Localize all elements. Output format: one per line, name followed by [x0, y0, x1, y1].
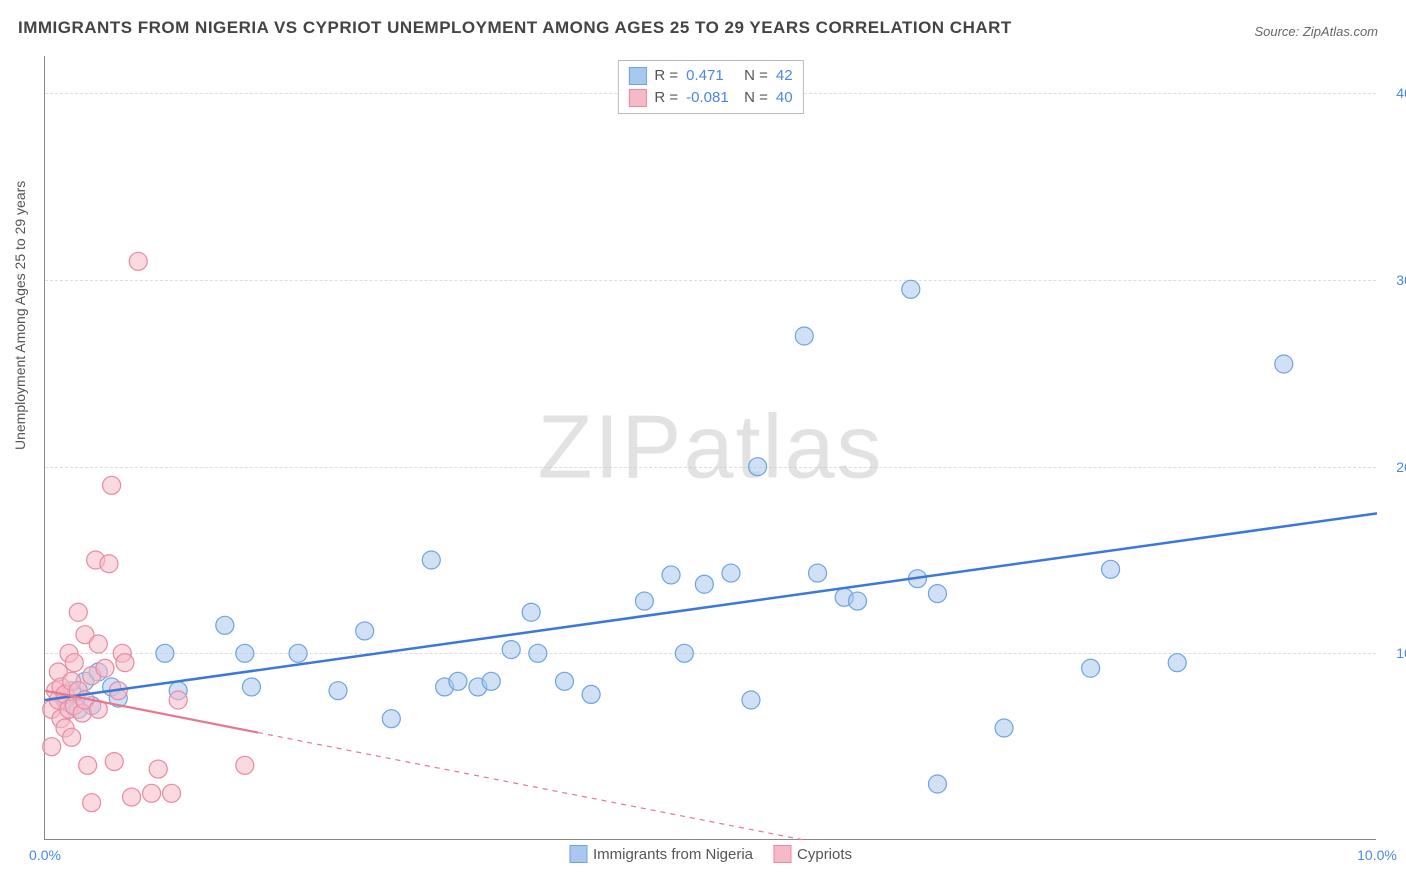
- trend-line-dashed: [258, 733, 804, 840]
- scatter-point: [83, 794, 101, 812]
- scatter-point: [1275, 355, 1293, 373]
- scatter-point: [69, 603, 87, 621]
- legend-swatch-series1: [628, 67, 646, 85]
- scatter-point: [356, 622, 374, 640]
- scatter-point: [89, 635, 107, 653]
- source-attribution: Source: ZipAtlas.com: [1254, 24, 1378, 39]
- y-tick-label: 30.0%: [1384, 272, 1406, 288]
- scatter-point: [289, 644, 307, 662]
- scatter-plot-svg: [45, 56, 1376, 839]
- legend-label-series1: Immigrants from Nigeria: [593, 846, 753, 863]
- scatter-point: [236, 644, 254, 662]
- scatter-point: [662, 566, 680, 584]
- scatter-point: [216, 616, 234, 634]
- scatter-point: [103, 476, 121, 494]
- legend-label-series2: Cypriots: [797, 846, 852, 863]
- n-value-series1: 42: [776, 65, 793, 87]
- r-value-series2: -0.081: [686, 87, 736, 109]
- legend-swatch-bottom-2: [773, 845, 791, 863]
- scatter-point: [749, 458, 767, 476]
- scatter-point: [156, 644, 174, 662]
- scatter-point: [100, 555, 118, 573]
- legend-item-series2: Cypriots: [773, 845, 852, 863]
- scatter-point: [129, 252, 147, 270]
- scatter-point: [582, 685, 600, 703]
- scatter-point: [635, 592, 653, 610]
- chart-plot-area: 10.0%20.0%30.0%40.0% ZIPatlas R = 0.471 …: [44, 56, 1376, 840]
- scatter-point: [722, 564, 740, 582]
- scatter-point: [422, 551, 440, 569]
- correlation-legend: R = 0.471 N = 42 R = -0.081 N = 40: [617, 60, 803, 114]
- legend-swatch-series2: [628, 89, 646, 107]
- scatter-point: [96, 659, 114, 677]
- scatter-point: [1168, 654, 1186, 672]
- scatter-point: [742, 691, 760, 709]
- series-legend: Immigrants from Nigeria Cypriots: [569, 845, 852, 863]
- scatter-point: [242, 678, 260, 696]
- y-tick-label: 40.0%: [1384, 85, 1406, 101]
- scatter-point: [63, 728, 81, 746]
- scatter-point: [449, 672, 467, 690]
- scatter-point: [795, 327, 813, 345]
- scatter-point: [555, 672, 573, 690]
- scatter-point: [43, 738, 61, 756]
- scatter-point: [105, 753, 123, 771]
- scatter-point: [995, 719, 1013, 737]
- legend-row-series2: R = -0.081 N = 40: [628, 87, 792, 109]
- chart-title: IMMIGRANTS FROM NIGERIA VS CYPRIOT UNEMP…: [18, 18, 1012, 38]
- scatter-point: [236, 756, 254, 774]
- scatter-point: [382, 710, 400, 728]
- scatter-point: [522, 603, 540, 621]
- scatter-point: [849, 592, 867, 610]
- scatter-point: [695, 575, 713, 593]
- scatter-point: [116, 654, 134, 672]
- scatter-point: [79, 756, 97, 774]
- y-tick-label: 10.0%: [1384, 645, 1406, 661]
- scatter-point: [329, 682, 347, 700]
- scatter-point: [902, 280, 920, 298]
- legend-item-series1: Immigrants from Nigeria: [569, 845, 753, 863]
- scatter-point: [502, 641, 520, 659]
- scatter-point: [1082, 659, 1100, 677]
- y-axis-label: Unemployment Among Ages 25 to 29 years: [12, 181, 28, 450]
- scatter-point: [529, 644, 547, 662]
- scatter-point: [65, 654, 83, 672]
- x-tick-label: 10.0%: [1357, 847, 1397, 863]
- legend-swatch-bottom-1: [569, 845, 587, 863]
- scatter-point: [169, 691, 187, 709]
- scatter-point: [928, 585, 946, 603]
- scatter-point: [123, 788, 141, 806]
- y-tick-label: 20.0%: [1384, 459, 1406, 475]
- n-value-series2: 40: [776, 87, 793, 109]
- scatter-point: [163, 784, 181, 802]
- legend-row-series1: R = 0.471 N = 42: [628, 65, 792, 87]
- scatter-point: [928, 775, 946, 793]
- scatter-point: [809, 564, 827, 582]
- r-value-series1: 0.471: [686, 65, 736, 87]
- scatter-point: [143, 784, 161, 802]
- scatter-point: [482, 672, 500, 690]
- x-tick-label: 0.0%: [29, 847, 61, 863]
- scatter-point: [675, 644, 693, 662]
- scatter-point: [149, 760, 167, 778]
- scatter-point: [1102, 560, 1120, 578]
